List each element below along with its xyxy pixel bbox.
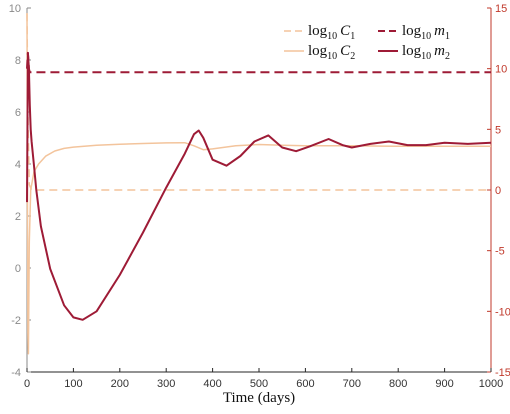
- right-tick-label: -5: [495, 246, 505, 258]
- right-tick-label: -15: [495, 367, 510, 379]
- series-line-log10-c2: [26, 13, 491, 355]
- left-tick-label: 4: [15, 159, 21, 171]
- x-tick-label: 100: [64, 378, 82, 390]
- legend-label: log10 m2: [402, 43, 450, 62]
- x-tick-label: 900: [435, 378, 453, 390]
- left-tick-label: 10: [9, 3, 21, 15]
- left-tick-label: 2: [15, 211, 21, 223]
- right-tick-label: 15: [495, 3, 507, 15]
- legend-label: log10 C2: [308, 43, 355, 62]
- x-tick-label: 200: [111, 378, 129, 390]
- legend-label: log10 m1: [402, 23, 450, 42]
- left-tick-label: 0: [15, 263, 21, 275]
- left-tick-label: 8: [15, 55, 21, 67]
- legend-label: log10 C1: [308, 23, 355, 42]
- x-tick-label: 700: [343, 378, 361, 390]
- left-tick-label: -4: [11, 367, 21, 379]
- series-layer: [26, 13, 492, 355]
- x-tick-label: 800: [389, 378, 407, 390]
- x-tick-label: 400: [203, 378, 221, 390]
- x-axis-title: Time (days): [223, 390, 295, 406]
- series-line-log10-m1: [26, 51, 491, 74]
- x-tick-label: 300: [157, 378, 175, 390]
- right-tick-label: 5: [495, 124, 501, 136]
- right-tick-label: 10: [495, 64, 507, 76]
- left-tick-label: 6: [15, 107, 21, 119]
- x-tick-label: 0: [24, 378, 30, 390]
- left-tick-label: -2: [11, 315, 21, 327]
- x-ticks: 0 100 200 300 400 500 600 700 800 900 1000: [24, 368, 503, 390]
- series-line-log10-c1: [26, 13, 491, 191]
- x-tick-label: 1000: [479, 378, 503, 390]
- x-tick-label: 600: [296, 378, 314, 390]
- right-tick-label: 0: [495, 185, 501, 197]
- right-tick-label: -10: [495, 306, 510, 318]
- series-line-log10-m2: [26, 51, 492, 321]
- x-tick-label: 500: [250, 378, 268, 390]
- right-ticks: -15 -10 -5 0 5 10 15: [487, 3, 510, 379]
